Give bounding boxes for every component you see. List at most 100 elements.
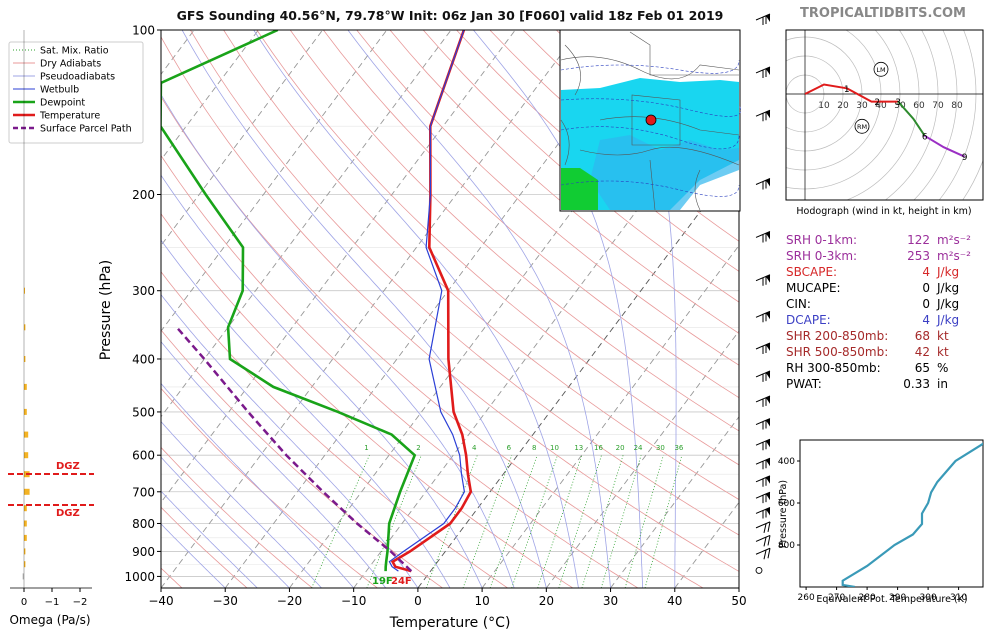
dgz-label-top: DGZ	[56, 461, 80, 472]
wind-barbs	[756, 14, 770, 573]
hodograph-ring-label: 70	[932, 101, 944, 111]
pressure-tick-label: 1000	[124, 570, 155, 584]
hodograph-height-label: 1	[844, 85, 850, 95]
hodograph-height-label: 9	[962, 153, 968, 163]
temp-tick-label: 20	[539, 594, 554, 608]
omega-bar	[24, 548, 25, 554]
index-value: 65	[915, 361, 930, 375]
dgz-label-bottom: DGZ	[56, 508, 80, 519]
wind-barb	[756, 67, 770, 78]
figure-title: GFS Sounding 40.56°N, 79.78°W Init: 06z …	[177, 8, 724, 23]
hodograph-height-label: 6	[922, 132, 928, 142]
index-value: 0	[922, 297, 930, 311]
wind-barb	[756, 275, 770, 286]
barb-flag	[764, 537, 766, 546]
mixing-ratio-label: 2	[416, 444, 420, 452]
index-label: SRH 0-3km:	[786, 249, 857, 263]
index-label: SRH 0-1km:	[786, 233, 857, 247]
omega-tick-label: 0	[21, 597, 27, 608]
wind-barb	[756, 476, 770, 487]
map-inset	[560, 30, 741, 211]
temp-tick-label: −20	[277, 594, 302, 608]
location-marker	[646, 115, 656, 125]
mixing-ratio-label: 13	[574, 444, 583, 452]
index-unit: J/kg	[936, 265, 959, 279]
barb-flag	[768, 535, 770, 545]
index-value: 68	[915, 329, 930, 343]
barb-flag	[768, 522, 770, 532]
index-unit: %	[937, 361, 948, 375]
index-label: SHR 500-850mb:	[786, 345, 888, 359]
wind-barb	[756, 343, 770, 354]
omega-bar	[24, 521, 27, 527]
pressure-tick-label: 800	[132, 517, 155, 531]
index-unit: kt	[937, 345, 949, 359]
index-unit: in	[937, 377, 948, 391]
wind-barb	[756, 14, 770, 25]
wind-barb	[756, 371, 770, 382]
index-value: 0	[922, 281, 930, 295]
hodograph-ring-label: 20	[837, 101, 849, 111]
storm-motion-label: LM	[876, 66, 885, 74]
mixing-ratio-label: 1	[364, 444, 368, 452]
omega-bar	[24, 384, 27, 390]
barb-shaft	[756, 548, 770, 554]
omega-bar	[24, 505, 27, 511]
wind-barb	[756, 548, 770, 559]
pressure-tick-label: 200	[132, 188, 155, 202]
mixing-ratio-label: 8	[532, 444, 536, 452]
surface-dewpoint-label: 19F	[372, 576, 393, 587]
temp-tick-label: −10	[341, 594, 366, 608]
index-value: 42	[915, 345, 930, 359]
omega-bar	[24, 452, 28, 458]
calm-wind-marker	[756, 567, 762, 573]
wind-barb	[756, 458, 770, 469]
mixing-ratio-label: 24	[634, 444, 643, 452]
barb-flag	[764, 550, 766, 559]
mixing-ratio-label: 6	[507, 444, 512, 452]
hodograph-ring-label: 80	[951, 101, 963, 111]
omega-bar	[24, 561, 25, 567]
wind-barb	[756, 311, 770, 322]
pressure-tick-label: 500	[132, 405, 155, 419]
index-value: 4	[922, 313, 930, 327]
site-watermark: TROPICALTIDBITS.COM	[800, 6, 966, 21]
omega-xlabel: Omega (Pa/s)	[9, 613, 90, 627]
wind-barb	[756, 419, 770, 430]
barb-flag	[764, 524, 766, 533]
wind-barb	[756, 178, 770, 189]
pressure-tick-label: 100	[132, 24, 155, 38]
temp-tick-label: 40	[667, 594, 682, 608]
temp-tick-label: −40	[148, 594, 173, 608]
index-unit: J/kg	[936, 281, 959, 295]
legend-label: Wetbulb	[40, 85, 79, 96]
wind-barb	[756, 396, 770, 407]
index-unit: J/kg	[936, 297, 959, 311]
mixing-ratio-label: 16	[594, 444, 603, 452]
index-label: DCAPE:	[786, 313, 831, 327]
surface-temp-label: 24F	[391, 576, 412, 587]
index-label: SHR 200-850mb:	[786, 329, 888, 343]
wind-barb	[756, 535, 770, 546]
skewt-ylabel: Pressure (hPa)	[98, 260, 114, 360]
wind-barb	[756, 110, 770, 121]
index-value: 4	[922, 265, 930, 279]
temp-tick-label: 50	[731, 594, 746, 608]
temp-tick-label: 10	[474, 594, 489, 608]
index-label: CIN:	[786, 297, 811, 311]
pressure-tick-label: 700	[132, 485, 155, 499]
index-value: 253	[907, 249, 930, 263]
temp-tick-label: 30	[603, 594, 618, 608]
legend-label: Surface Parcel Path	[40, 124, 132, 135]
omega-bar	[23, 573, 24, 579]
mixing-ratio-label: 30	[656, 444, 665, 452]
omega-bar	[24, 356, 25, 362]
barb-shaft	[756, 522, 770, 528]
temp-tick-label: 0	[414, 594, 422, 608]
temp-tick-label: −30	[213, 594, 238, 608]
wind-barb	[756, 507, 770, 518]
index-label: MUCAPE:	[786, 281, 841, 295]
hodograph-height-label: 2	[874, 98, 880, 108]
